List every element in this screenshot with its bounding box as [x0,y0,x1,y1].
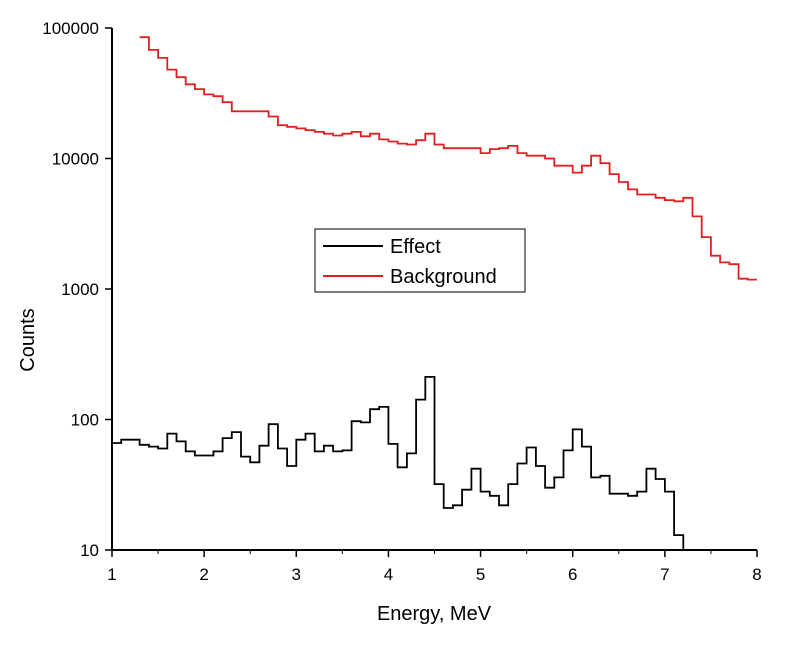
y-tick-label: 1000 [61,280,99,299]
x-tick-label: 5 [476,565,485,584]
legend-box [314,228,526,293]
x-tick-label: 2 [199,565,208,584]
legend-label-effect: Effect [390,236,441,258]
series-line-background [139,36,757,281]
y-tick-label: 10000 [52,150,99,169]
series-line-effect [112,376,702,551]
x-tick-label: 1 [107,565,116,584]
legend-label-background: Background [390,266,497,288]
plot-area [112,36,757,551]
x-tick-label: 7 [660,565,669,584]
y-axis-title: Counts [17,308,39,371]
y-tick-label: 100 [71,411,99,430]
x-tick-label: 6 [568,565,577,584]
y-tick-label: 10 [80,541,99,560]
x-tick-label: 8 [752,565,761,584]
legend: Effect Background [314,228,526,293]
x-tick-label: 3 [292,565,301,584]
ticks: 1 2 3 4 5 6 7 8 10 100 1000 10000 100000 [42,19,761,584]
x-tick-label: 4 [384,565,393,584]
x-axis-title: Energy, MeV [377,603,492,625]
y-tick-label: 100000 [42,19,99,38]
